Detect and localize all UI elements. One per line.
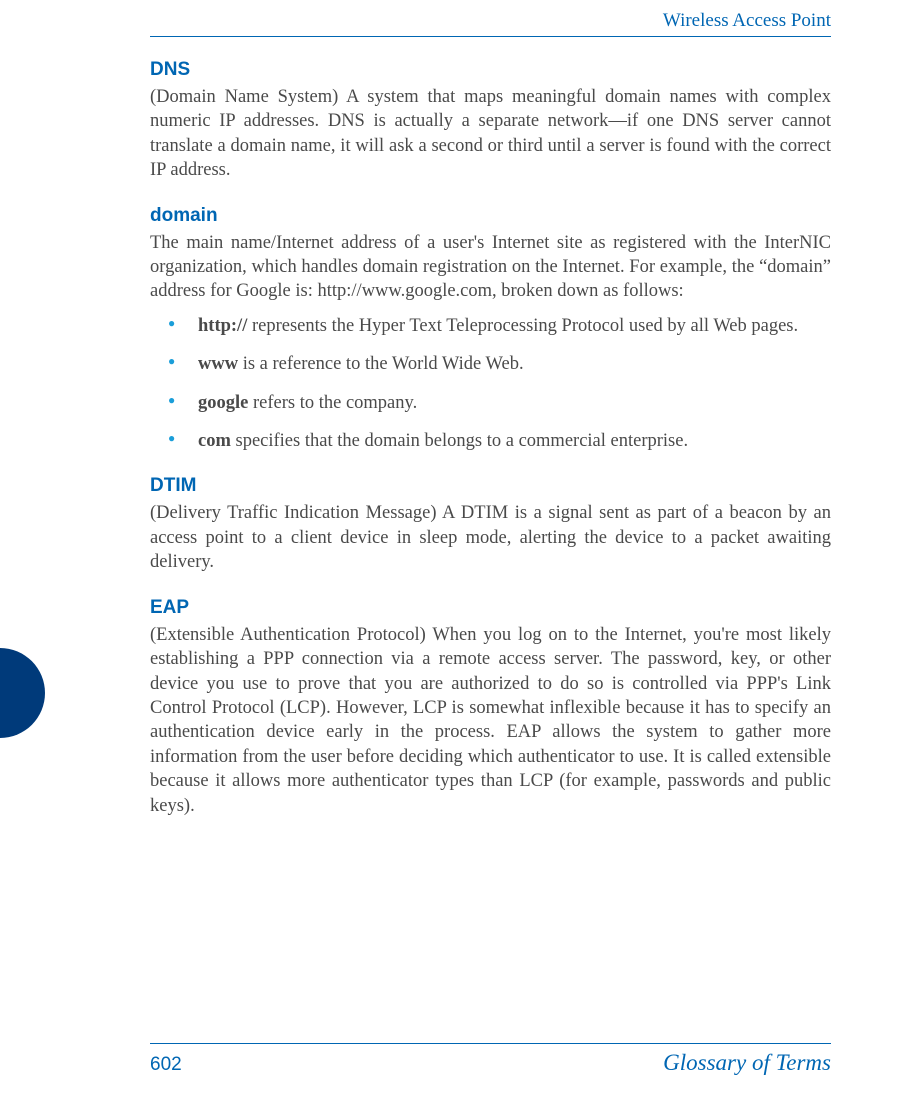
list-item-bold: com <box>198 431 231 451</box>
list-item: http:// represents the Hyper Text Telepr… <box>190 314 831 338</box>
term-heading-dtim: DTIM <box>150 475 831 497</box>
list-item-rest: specifies that the domain belongs to a c… <box>231 431 688 451</box>
term-body-eap: (Extensible Authentication Protocol) Whe… <box>150 623 831 818</box>
page-container: Wireless Access Point DNS (Domain Name S… <box>0 0 901 1114</box>
list-item-rest: refers to the company. <box>248 393 417 413</box>
list-item-bold: http:// <box>198 316 247 336</box>
footer-section-title: Glossary of Terms <box>663 1050 831 1076</box>
term-body-domain-intro: The main name/Internet address of a user… <box>150 231 831 304</box>
term-body-dtim: (Delivery Traffic Indication Message) A … <box>150 501 831 574</box>
running-header: Wireless Access Point <box>150 10 831 37</box>
term-heading-eap: EAP <box>150 597 831 619</box>
side-thumb-tab <box>0 648 45 738</box>
list-item: com specifies that the domain belongs to… <box>190 429 831 453</box>
list-item-bold: www <box>198 354 238 374</box>
page-number: 602 <box>150 1054 182 1076</box>
list-item-rest: represents the Hyper Text Teleprocessing… <box>247 316 798 336</box>
list-item-rest: is a reference to the World Wide Web. <box>238 354 524 374</box>
list-item: www is a reference to the World Wide Web… <box>190 352 831 376</box>
list-item: google refers to the company. <box>190 391 831 415</box>
domain-breakdown-list: http:// represents the Hyper Text Telepr… <box>150 314 831 454</box>
term-heading-dns: DNS <box>150 59 831 81</box>
term-body-dns: (Domain Name System) A system that maps … <box>150 85 831 183</box>
list-item-bold: google <box>198 393 248 413</box>
term-heading-domain: domain <box>150 205 831 227</box>
page-footer: 602 Glossary of Terms <box>150 1043 831 1076</box>
